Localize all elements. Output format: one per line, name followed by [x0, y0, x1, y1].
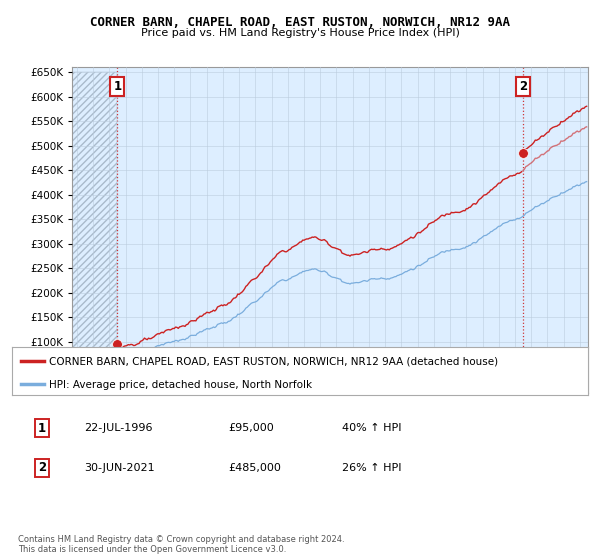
Text: 22-JUL-1996: 22-JUL-1996 [84, 423, 152, 433]
Text: CORNER BARN, CHAPEL ROAD, EAST RUSTON, NORWICH, NR12 9AA: CORNER BARN, CHAPEL ROAD, EAST RUSTON, N… [90, 16, 510, 29]
Text: HPI: Average price, detached house, North Norfolk: HPI: Average price, detached house, Nort… [49, 380, 313, 390]
Text: 2: 2 [38, 461, 46, 474]
Text: 1: 1 [113, 80, 121, 94]
Text: Contains HM Land Registry data © Crown copyright and database right 2024.
This d: Contains HM Land Registry data © Crown c… [18, 535, 344, 554]
Text: £485,000: £485,000 [228, 463, 281, 473]
Text: £95,000: £95,000 [228, 423, 274, 433]
Text: 26% ↑ HPI: 26% ↑ HPI [342, 463, 401, 473]
Text: 2: 2 [519, 80, 527, 94]
Text: CORNER BARN, CHAPEL ROAD, EAST RUSTON, NORWICH, NR12 9AA (detached house): CORNER BARN, CHAPEL ROAD, EAST RUSTON, N… [49, 357, 499, 366]
Text: 30-JUN-2021: 30-JUN-2021 [84, 463, 155, 473]
Text: 40% ↑ HPI: 40% ↑ HPI [342, 423, 401, 433]
Bar [72, 72, 118, 391]
Text: Price paid vs. HM Land Registry's House Price Index (HPI): Price paid vs. HM Land Registry's House … [140, 28, 460, 38]
Text: 1: 1 [38, 422, 46, 435]
